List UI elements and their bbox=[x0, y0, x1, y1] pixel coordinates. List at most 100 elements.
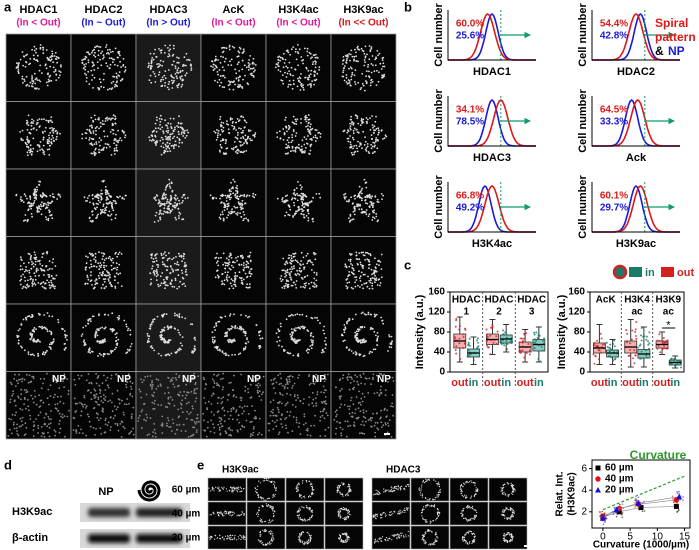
cell-dot bbox=[150, 53, 152, 55]
cell-dot bbox=[40, 412, 42, 414]
cell-dot bbox=[26, 198, 28, 200]
cell-dot bbox=[203, 420, 205, 422]
cell-dot bbox=[226, 332, 228, 334]
np-label: NP bbox=[52, 374, 66, 385]
cell-dot bbox=[363, 274, 365, 276]
cell-dot bbox=[277, 407, 279, 409]
cell-dot bbox=[95, 217, 97, 219]
cell-dot bbox=[311, 80, 313, 82]
cell-dot bbox=[175, 144, 177, 146]
cell-dot bbox=[163, 279, 165, 281]
cell-dot bbox=[81, 62, 83, 64]
cell-dot bbox=[261, 434, 263, 436]
cell-dot bbox=[117, 339, 119, 341]
cell-dot bbox=[356, 47, 358, 49]
cell-dot bbox=[248, 69, 250, 71]
cell-dot bbox=[32, 263, 34, 265]
cell-dot bbox=[232, 211, 234, 213]
cell-dot bbox=[82, 333, 84, 335]
cell-dot bbox=[241, 207, 243, 209]
cell-dot bbox=[85, 255, 87, 257]
cell-dot bbox=[40, 378, 42, 380]
cell-dot bbox=[57, 403, 59, 405]
cell-dot bbox=[378, 71, 380, 73]
cell-dot bbox=[297, 377, 299, 379]
cell-dot bbox=[29, 198, 31, 200]
cell-dot bbox=[359, 340, 361, 342]
cell-dot bbox=[216, 375, 218, 377]
cell-dot bbox=[54, 429, 56, 431]
cell-dot bbox=[223, 218, 225, 220]
cell-dot bbox=[336, 421, 338, 423]
cell-dot bbox=[372, 146, 374, 148]
cell-dot bbox=[301, 205, 303, 207]
cell-dot bbox=[170, 396, 172, 398]
cell-dot bbox=[280, 323, 282, 325]
cell-dot bbox=[244, 203, 246, 205]
cell-dot bbox=[291, 199, 293, 201]
cell-dot bbox=[22, 130, 24, 132]
cell-dot bbox=[313, 405, 315, 407]
cell-dot bbox=[384, 137, 386, 139]
cell-dot bbox=[352, 148, 354, 150]
cell-dot bbox=[242, 60, 244, 62]
cell-dot bbox=[177, 84, 179, 86]
np-label: NP bbox=[117, 374, 131, 385]
cell-dot bbox=[353, 387, 355, 389]
cell-dot bbox=[364, 59, 366, 61]
cell-dot bbox=[83, 64, 85, 66]
cell-dot bbox=[34, 188, 36, 190]
cell-dot bbox=[361, 284, 363, 286]
cell-dot bbox=[149, 272, 151, 274]
cell-dot bbox=[210, 194, 212, 196]
cell-dot bbox=[350, 416, 352, 418]
micrograph bbox=[331, 169, 396, 237]
cell-dot bbox=[105, 258, 107, 260]
cell-dot bbox=[245, 273, 247, 275]
cell-dot bbox=[158, 127, 160, 129]
cell-dot bbox=[378, 264, 380, 266]
cell-dot bbox=[276, 420, 278, 422]
cell-dot bbox=[154, 221, 156, 223]
cell-dot bbox=[160, 146, 162, 148]
cell-dot bbox=[355, 409, 357, 411]
cell-dot bbox=[287, 51, 289, 53]
cell-dot bbox=[95, 261, 97, 263]
cell-dot bbox=[16, 66, 18, 68]
cell-dot bbox=[377, 422, 379, 424]
cell-dot bbox=[41, 426, 43, 428]
cell-dot bbox=[241, 255, 243, 257]
cell-dot bbox=[178, 138, 180, 140]
cell-dot bbox=[103, 87, 105, 89]
cell-dot bbox=[168, 81, 170, 83]
cell-dot bbox=[49, 127, 51, 129]
cell-dot bbox=[20, 393, 22, 395]
cell-dot bbox=[153, 270, 155, 272]
cell-dot bbox=[235, 277, 237, 279]
cell-dot bbox=[357, 123, 359, 125]
cell-dot bbox=[160, 210, 162, 212]
cell-dot bbox=[348, 373, 350, 375]
cell-dot bbox=[377, 219, 379, 221]
cell-dot bbox=[109, 57, 111, 59]
column-title: HDAC2 bbox=[85, 4, 123, 16]
cell-dot bbox=[222, 131, 224, 133]
cell-dot bbox=[106, 197, 108, 199]
cell-dot bbox=[281, 403, 283, 405]
cell-dot bbox=[370, 197, 372, 199]
micrograph-frame bbox=[201, 34, 266, 102]
cell-dot bbox=[374, 393, 376, 395]
cell-dot bbox=[226, 257, 228, 259]
cell-dot bbox=[293, 202, 295, 204]
cell-dot bbox=[279, 373, 281, 375]
cell-dot bbox=[119, 399, 121, 401]
cell-dot bbox=[181, 202, 183, 204]
cell-dot bbox=[54, 404, 56, 406]
cell-dot bbox=[168, 420, 170, 422]
cell-dot bbox=[220, 423, 222, 425]
cell-dot bbox=[91, 126, 93, 128]
cell-dot bbox=[119, 423, 121, 425]
cell-dot bbox=[158, 199, 160, 201]
micrograph bbox=[136, 34, 201, 102]
cell-dot bbox=[102, 284, 104, 286]
